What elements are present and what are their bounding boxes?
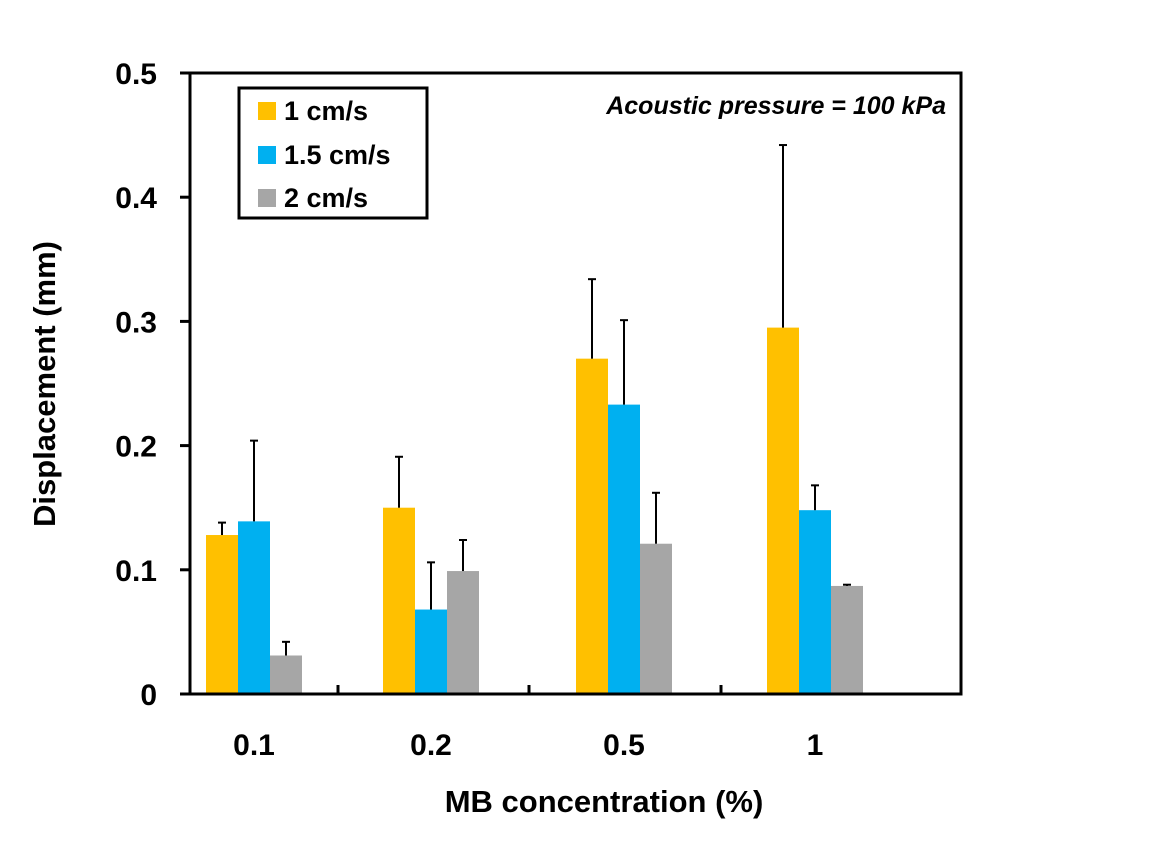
error-bar-1-cm-s-mb-0-1: [218, 521, 226, 536]
bar-2-cm-s-mb-0-5: [640, 543, 672, 694]
error-bar-1-5-cm-s-mb-0-1: [250, 439, 258, 522]
y-axis-title: Displacement (mm): [27, 241, 62, 527]
bar-2-cm-s-mb-0-2: [447, 571, 479, 694]
y-tick-label-0: 0: [140, 679, 157, 712]
error-bar-1-5-cm-s-mb-1: [811, 484, 819, 511]
error-bar-1-cm-s-mb-0-5: [588, 278, 596, 359]
y-tick-label-0-4: 0.4: [115, 182, 157, 215]
error-bar-2-cm-s-mb-0-5: [652, 491, 660, 544]
error-bars-layer: [218, 144, 851, 656]
x-tick-label-0-5: 0.5: [603, 729, 645, 762]
plot-area-frame: [188, 71, 963, 696]
bar-1-cm-s-mb-0-2: [383, 507, 415, 694]
bar-1-5-cm-s-mb-0-2: [415, 609, 447, 694]
y-tick-label-0-2: 0.2: [115, 431, 157, 464]
bar-1-5-cm-s-mb-0-5: [608, 404, 640, 694]
bar-1-cm-s-mb-0-1: [206, 535, 238, 694]
bar-1-5-cm-s-mb-0-1: [238, 521, 270, 694]
x-axis-title: MB concentration (%): [445, 784, 764, 819]
x-axis: 0.1 0.2 0.5 1: [233, 685, 823, 762]
error-bar-2-cm-s-mb-0-2: [459, 538, 467, 572]
y-tick-label-0-5: 0.5: [115, 58, 157, 91]
bar-1-cm-s-mb-0-5: [576, 358, 608, 694]
annotation-acoustic-pressure: Acoustic pressure = 100 kPa: [605, 92, 946, 120]
error-bar-1-5-cm-s-mb-0-5: [620, 319, 628, 405]
y-tick-label-0-1: 0.1: [115, 555, 157, 588]
error-bar-1-cm-s-mb-1: [779, 144, 787, 328]
bar-2-cm-s-mb-1: [831, 585, 863, 694]
y-axis: 0 0.1 0.2 0.3 0.4 0.5: [115, 58, 190, 712]
legend: 1 cm/s 1.5 cm/s 2 cm/s: [237, 86, 429, 220]
error-bar-1-5-cm-s-mb-0-2: [427, 561, 435, 610]
error-bar-1-cm-s-mb-0-2: [395, 455, 403, 508]
bar-1-cm-s-mb-1: [767, 327, 799, 694]
x-tick-label-0-1: 0.1: [233, 729, 275, 762]
x-tick-label-0-2: 0.2: [410, 729, 452, 762]
bars-layer: [206, 327, 863, 694]
error-bar-2-cm-s-mb-1: [843, 583, 851, 586]
legend-label-1cm-s: 1 cm/s: [284, 96, 368, 126]
y-tick-label-0-3: 0.3: [115, 306, 157, 339]
x-tick-label-1: 1: [807, 729, 824, 762]
legend-label-1-5cm-s: 1.5 cm/s: [284, 140, 391, 170]
legend-swatch-1cm-s: [258, 102, 276, 120]
error-bar-2-cm-s-mb-0-1: [282, 640, 290, 656]
bar-2-cm-s-mb-0-1: [270, 655, 302, 694]
legend-swatch-1-5cm-s: [258, 146, 276, 164]
bar-1-5-cm-s-mb-1: [799, 510, 831, 694]
legend-label-2cm-s: 2 cm/s: [284, 183, 368, 213]
legend-swatch-2cm-s: [258, 189, 276, 207]
